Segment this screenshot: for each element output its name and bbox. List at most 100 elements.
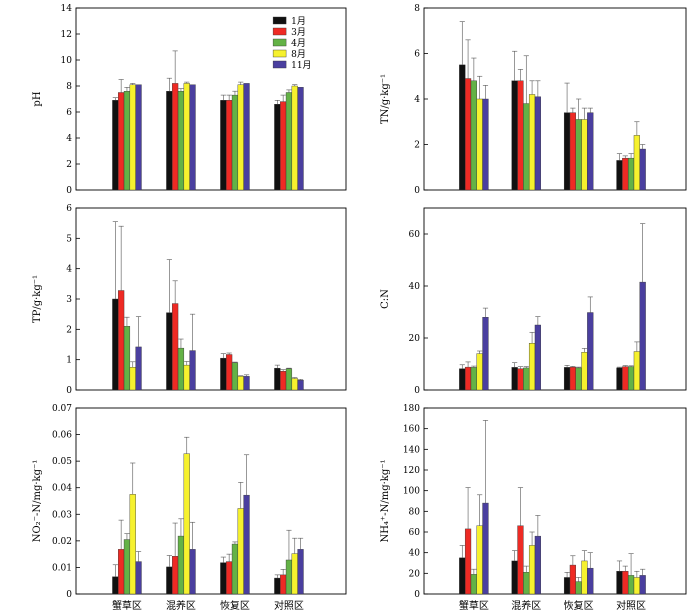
y-tick-label: 1: [66, 356, 72, 366]
bar: [569, 112, 576, 191]
y-tick-label: 2: [66, 160, 72, 170]
bar: [118, 549, 125, 595]
y-tick-label: 2: [414, 141, 420, 151]
plot-frame: [423, 407, 687, 595]
y-tick-label: 180: [403, 404, 420, 414]
y-tick-label: 8: [414, 4, 420, 14]
bar: [135, 84, 142, 191]
bar: [511, 80, 518, 191]
y-axis-label: TP/g·kg⁻¹: [32, 275, 43, 323]
bar: [177, 535, 185, 595]
bar: [231, 94, 239, 191]
bar: [220, 357, 227, 391]
y-tick-label: 100: [403, 487, 420, 497]
y-tick-label: 140: [403, 445, 420, 455]
y-tick-label: 20: [409, 569, 421, 579]
bar: [129, 84, 136, 191]
bar: [123, 539, 131, 595]
bar: [123, 90, 131, 191]
bar: [523, 572, 530, 595]
y-tick-label: 0: [414, 186, 420, 196]
bar: [470, 367, 477, 391]
bar: [581, 560, 588, 595]
bar: [622, 571, 629, 595]
x-category-label: 混养区: [511, 599, 541, 612]
bar: [476, 525, 483, 595]
bar: [627, 366, 635, 391]
bar: [627, 157, 635, 191]
y-tick-label: 3: [66, 295, 72, 305]
bar: [274, 103, 281, 191]
panel-2: 0 2 4 6 8 TN/g·kg⁻¹: [380, 4, 687, 196]
bar: [237, 84, 244, 191]
bar: [575, 119, 582, 191]
bar: [112, 298, 119, 391]
bar: [285, 559, 293, 595]
y-tick-label: 120: [403, 466, 420, 476]
legend-swatch: [272, 38, 287, 47]
bar: [280, 370, 287, 391]
bar: [622, 366, 629, 391]
y-axis-label: NH₄⁺-N/mg·kg⁻¹: [380, 459, 391, 542]
bar: [172, 303, 179, 391]
y-tick-label: 8: [66, 82, 72, 92]
x-category-label: 蟹草区: [112, 599, 142, 612]
bar: [633, 135, 640, 191]
bar: [129, 367, 136, 391]
bar: [297, 380, 304, 391]
bar: [291, 378, 298, 391]
bar: [189, 84, 196, 191]
bar: [581, 352, 588, 391]
y-tick-label: 4: [414, 95, 420, 105]
bar: [459, 64, 466, 191]
bar: [177, 90, 185, 191]
y-tick-label: 6: [66, 204, 72, 214]
bar: [129, 494, 136, 595]
legend-swatch: [272, 27, 287, 36]
bar: [639, 575, 646, 595]
bar: [639, 281, 646, 391]
bar: [189, 350, 196, 391]
bar: [166, 90, 173, 191]
y-tick-label: 5: [66, 234, 72, 244]
bar: [297, 549, 304, 595]
bar: [285, 92, 293, 191]
bar: [517, 368, 524, 391]
bar: [135, 561, 142, 595]
panel-6: 0 20 40 60 80 100 120 140 160 180 NH₄⁺-N/mg·kg⁻¹ 蟹草…: [380, 404, 687, 612]
bar: [243, 83, 250, 191]
x-category-label: 对照区: [274, 599, 304, 612]
bar: [172, 83, 179, 191]
y-tick-label: 10: [61, 56, 73, 66]
panel-5: 0 0.01 0.02 0.03 0.04 0.05 0.06 0.07 NO₂⁻-N/mg·k…: [32, 404, 347, 612]
bar: [534, 535, 541, 595]
y-tick-label: 4: [66, 265, 72, 275]
bar: [569, 564, 576, 595]
bar: [220, 562, 227, 595]
bar: [274, 577, 281, 595]
y-tick-label: 12: [61, 30, 72, 40]
y-tick-label: 4: [66, 134, 72, 144]
bar: [123, 326, 131, 391]
bar: [587, 112, 594, 191]
bar: [177, 347, 185, 391]
y-tick-label: 40: [409, 282, 421, 292]
bar: [183, 83, 190, 191]
y-tick-label: 0.01: [52, 563, 72, 573]
plot-frame: [423, 207, 687, 391]
legend-label: 3月: [291, 27, 306, 38]
bar: [482, 98, 489, 191]
y-tick-label: 14: [61, 4, 73, 14]
y-tick-label: 6: [66, 108, 72, 118]
bar: [627, 575, 635, 595]
panel-3: 0 1 2 3 4 5 6 TP/g·kg⁻¹: [32, 204, 347, 396]
panel-4: 0 20 40 60 C:N: [380, 207, 687, 396]
y-axis-label: NO₂⁻-N/mg·kg⁻¹: [32, 460, 43, 543]
y-tick-label: 160: [403, 425, 420, 435]
bar: [464, 528, 472, 595]
bar: [172, 556, 179, 595]
bar: [243, 494, 250, 595]
bar: [517, 525, 524, 595]
bar: [226, 100, 233, 191]
